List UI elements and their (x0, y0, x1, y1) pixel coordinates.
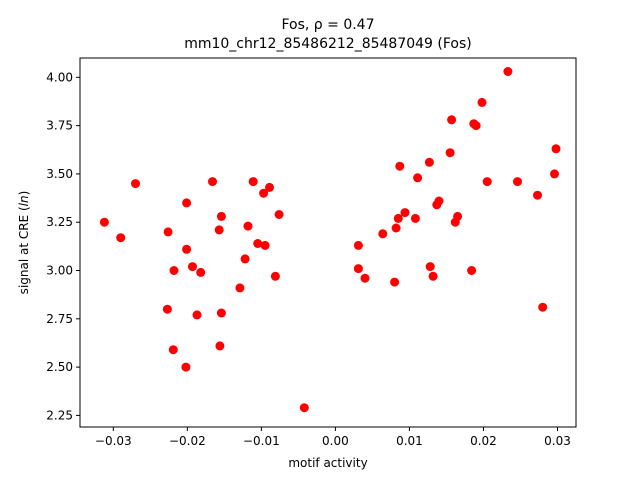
data-point (482, 177, 492, 187)
data-point (453, 211, 463, 221)
data-point (467, 266, 477, 275)
data-point (400, 208, 410, 218)
data-point (413, 173, 423, 183)
y-axis-ticks: 2.25 2.50 2.75 3.00 3.25 3.50 3.75 4.00 (46, 70, 80, 422)
data-point (240, 254, 250, 264)
chart-title-line2: mm10_chr12_85486212_85487049 (Fos) (184, 36, 472, 52)
x-tick-label: −0.03 (95, 434, 132, 448)
data-point (447, 115, 457, 125)
data-point (538, 302, 548, 312)
data-point (235, 283, 245, 293)
data-point (162, 304, 172, 314)
data-point (390, 277, 400, 287)
data-point (410, 213, 420, 223)
data-point (477, 97, 487, 107)
data-point (445, 148, 455, 158)
y-tick-label: 2.25 (46, 408, 73, 422)
data-point (551, 144, 561, 154)
data-point (163, 227, 173, 237)
data-point (116, 233, 126, 243)
data-point (428, 271, 438, 281)
x-tick-label: −0.02 (169, 434, 206, 448)
y-tick-label: 3.75 (46, 119, 73, 133)
data-point (424, 157, 434, 167)
data-point (471, 121, 481, 131)
data-point (260, 240, 270, 250)
data-point (182, 244, 192, 254)
y-axis-label-prefix: signal at CRE ( (17, 206, 31, 294)
data-point (248, 177, 258, 187)
y-axis-label-suffix: ) (17, 191, 31, 196)
data-point (188, 262, 197, 272)
data-point (243, 221, 253, 231)
data-point (253, 239, 263, 248)
data-point (353, 240, 363, 250)
data-point (169, 266, 179, 275)
data-point (550, 169, 559, 179)
data-point (274, 210, 284, 219)
x-axis-ticks: −0.03 −0.02 −0.01 0.00 0.01 0.02 0.03 (95, 427, 571, 448)
x-tick-label: 0.02 (470, 434, 497, 448)
y-axis-label-italic: ln (17, 195, 31, 206)
data-point (208, 177, 217, 187)
data-point (214, 225, 224, 235)
data-point (181, 362, 191, 372)
x-axis-label: motif activity (288, 456, 367, 470)
y-tick-label: 3.25 (46, 215, 73, 229)
data-point (503, 67, 513, 76)
data-point (270, 271, 280, 281)
data-point (192, 310, 202, 320)
data-point (378, 229, 388, 239)
data-point (216, 211, 226, 221)
data-point (182, 198, 192, 208)
y-tick-label: 4.00 (46, 70, 73, 84)
data-point (131, 179, 140, 189)
y-axis-label: signal at CRE (ln) (17, 191, 31, 295)
x-tick-label: −0.01 (243, 434, 280, 448)
data-point (216, 308, 226, 318)
data-point (425, 262, 435, 272)
data-point (391, 223, 401, 233)
data-point (259, 188, 269, 198)
data-point (215, 341, 225, 351)
data-point (360, 273, 370, 283)
x-tick-label: 0.00 (322, 434, 349, 448)
plot-frame (79, 57, 577, 428)
data-point (353, 264, 363, 274)
y-tick-label: 3.00 (46, 264, 73, 278)
data-point (168, 345, 178, 355)
data-point (533, 190, 542, 200)
data-point (395, 161, 405, 171)
data-points (99, 67, 561, 413)
y-tick-label: 3.50 (46, 167, 73, 181)
chart-title-line1: Fos, ρ = 0.47 (281, 17, 374, 33)
data-point (393, 213, 403, 223)
data-point (196, 267, 206, 277)
y-tick-label: 2.75 (46, 312, 73, 326)
y-tick-label: 2.50 (46, 360, 73, 374)
plot-area (80, 58, 576, 427)
data-point (513, 177, 522, 187)
data-point (99, 217, 109, 227)
data-point (434, 196, 444, 206)
x-tick-label: 0.01 (396, 434, 423, 448)
data-point (299, 403, 309, 413)
data-point (265, 182, 274, 192)
x-tick-label: 0.03 (544, 434, 571, 448)
